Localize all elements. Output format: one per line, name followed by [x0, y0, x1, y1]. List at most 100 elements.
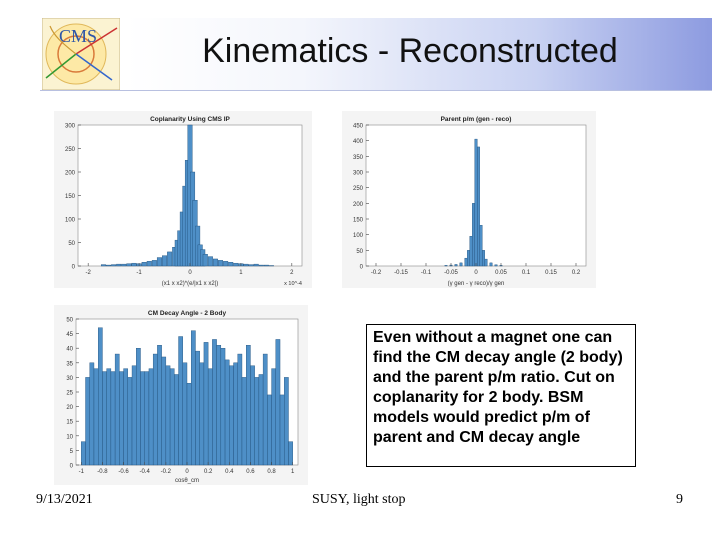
y-tick-label: 150: [353, 218, 364, 224]
y-tick-label: 15: [66, 420, 73, 426]
histogram-bar: [477, 146, 480, 267]
slide-title: Kinematics - Reconstructed: [202, 32, 618, 70]
x-tick-label: 0: [474, 270, 478, 276]
y-tick-label: 250: [353, 186, 364, 192]
histogram-bar: [207, 368, 213, 466]
x-tick-label: -0.2: [371, 270, 382, 276]
y-tick-label: 450: [353, 124, 364, 130]
histogram-bar: [167, 251, 173, 267]
x-tick-label: -0.4: [140, 469, 151, 475]
chart-title: Coplanarity Using CMS IP: [150, 116, 230, 123]
histogram-bar: [169, 368, 175, 466]
histogram-bar: [271, 368, 276, 466]
chart-title: Parent p/m (gen - reco): [441, 116, 512, 123]
cms-logo: CMS: [41, 17, 121, 91]
histogram-bar: [258, 264, 264, 267]
y-tick-label: 350: [353, 155, 364, 161]
histogram-bar: [228, 262, 234, 267]
x-axis-exponent: x 10^-4: [284, 281, 302, 287]
parent-pm-histogram: 0 50 100 150 200 250 300 350 400 450 -0.2 -0.15 -0.1…: [342, 111, 596, 288]
histogram-bar: [151, 260, 157, 267]
header-band: [126, 18, 712, 90]
histogram-bar: [267, 394, 272, 466]
histogram-bar: [127, 377, 133, 466]
x-tick-label: 0.05: [495, 270, 507, 276]
histogram-bar: [199, 362, 205, 466]
logo-text: CMS: [59, 26, 97, 46]
histogram-bar: [106, 264, 112, 267]
y-tick-label: 25: [66, 391, 73, 397]
x-tick-label: -0.15: [394, 270, 408, 276]
y-tick-label: 300: [65, 124, 76, 130]
y-tick-label: 50: [356, 249, 363, 255]
histogram-bar: [464, 257, 468, 267]
x-tick-label: 0.8: [267, 469, 276, 475]
coplanarity-histogram: 0 50 100 150 200 250 300 -2 -1 0 1 2 Coplanarity Usi…: [54, 111, 312, 288]
y-tick-label: 30: [66, 376, 73, 382]
histogram-bar: [220, 348, 226, 466]
y-tick-label: 20: [66, 405, 73, 411]
histogram-bar: [178, 336, 183, 466]
histogram-bar: [212, 258, 218, 267]
histogram-bar: [233, 362, 238, 466]
histogram-bar: [114, 353, 120, 466]
y-tick-label: 150: [65, 194, 76, 200]
histogram-bar: [202, 254, 208, 267]
y-tick-label: 100: [65, 218, 76, 224]
histogram-bar: [146, 261, 152, 267]
y-tick-label: 100: [353, 233, 364, 239]
histogram-bar: [288, 441, 293, 466]
histogram-bar: [182, 362, 188, 466]
y-tick-label: 35: [66, 361, 73, 367]
histogram-bar: [123, 368, 128, 466]
x-tick-label: -0.1: [421, 270, 432, 276]
histogram-bar: [156, 257, 162, 267]
histogram-bar: [148, 368, 154, 466]
histogram-bar: [131, 365, 137, 466]
histogram-bar: [263, 264, 269, 267]
histogram-bar: [467, 250, 470, 267]
histogram-bar: [165, 365, 171, 466]
histogram-bar: [233, 262, 239, 267]
x-axis-label: (γ gen - γ reco)/γ gen: [448, 281, 505, 287]
histogram-bar: [191, 330, 196, 466]
histogram-bar: [275, 339, 281, 466]
histogram-bar: [203, 342, 209, 466]
histogram-bar: [93, 368, 99, 466]
histogram-bar: [121, 263, 127, 267]
histogram-bar: [444, 265, 448, 267]
histogram-bar: [161, 356, 167, 466]
histogram-bar: [207, 256, 213, 267]
x-tick-label: 0.15: [545, 270, 557, 276]
x-tick-label: -0.05: [444, 270, 458, 276]
histogram-bar: [98, 327, 103, 466]
histogram-bar: [258, 374, 264, 466]
y-tick-label: 200: [353, 202, 364, 208]
histogram-bar: [100, 264, 106, 267]
x-tick-label: -0.6: [118, 469, 129, 475]
histogram-bar: [162, 255, 168, 267]
y-tick-label: 300: [353, 171, 364, 177]
explanation-textbox: Even without a magnet one can find the C…: [366, 324, 636, 467]
y-tick-label: 0: [70, 464, 74, 470]
page-number: 9: [676, 492, 683, 507]
y-tick-label: 5: [70, 449, 74, 455]
histogram-bar: [279, 394, 285, 466]
x-tick-label: -0.8: [97, 469, 108, 475]
x-tick-label: 1: [239, 270, 243, 276]
histogram-bar: [140, 371, 145, 466]
y-tick-label: 40: [66, 347, 73, 353]
histogram-bar: [248, 264, 254, 267]
x-tick-label: -2: [86, 270, 92, 276]
histogram-bar: [110, 371, 116, 466]
x-tick-label: 1: [291, 469, 295, 475]
histogram-bar: [474, 138, 478, 267]
y-tick-label: 250: [65, 147, 76, 153]
histogram-bar: [253, 263, 259, 267]
chart-svg: 0 50 100 150 200 250 300 -2 -1 0 1 2 Coplanarity Usi…: [65, 116, 303, 287]
histogram-bar: [119, 371, 124, 466]
x-tick-label: 2: [290, 270, 294, 276]
histogram-bar: [489, 262, 493, 267]
histogram-bar: [223, 261, 229, 267]
y-tick-label: 50: [68, 241, 75, 247]
